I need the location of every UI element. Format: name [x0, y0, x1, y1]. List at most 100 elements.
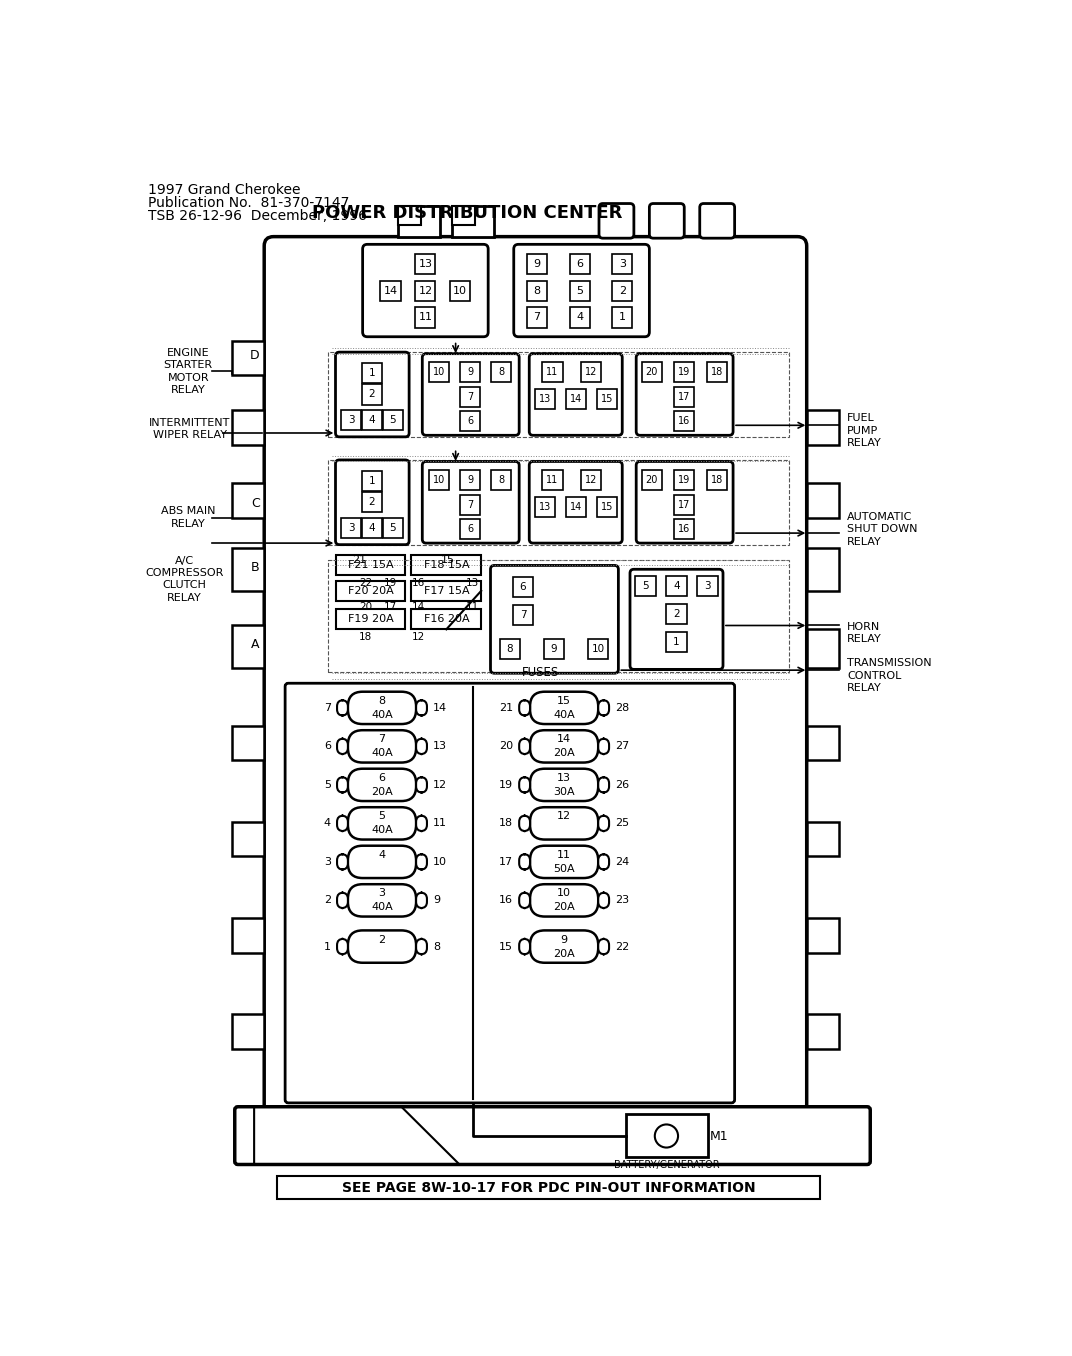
Text: 16: 16 — [498, 895, 513, 906]
Text: 10: 10 — [592, 644, 605, 654]
Text: 17: 17 — [679, 499, 690, 510]
Text: 6: 6 — [324, 742, 331, 751]
Text: 40A: 40A — [371, 749, 392, 758]
FancyBboxPatch shape — [416, 816, 427, 831]
Text: 15: 15 — [441, 555, 455, 565]
Text: 7: 7 — [467, 499, 474, 510]
Text: 12: 12 — [418, 286, 432, 296]
Bar — [807, 822, 839, 857]
FancyBboxPatch shape — [530, 354, 622, 435]
FancyBboxPatch shape — [348, 930, 416, 963]
Text: 4: 4 — [369, 522, 375, 533]
Text: 13: 13 — [557, 773, 571, 782]
Text: 14: 14 — [384, 286, 398, 296]
Text: 50A: 50A — [553, 864, 575, 873]
Text: 13: 13 — [433, 742, 447, 751]
FancyBboxPatch shape — [519, 777, 530, 792]
Bar — [383, 518, 403, 538]
Text: TRANSMISSION
CONTROL
RELAY: TRANSMISSION CONTROL RELAY — [847, 658, 932, 693]
Text: 15: 15 — [600, 395, 613, 404]
Bar — [626, 1115, 708, 1157]
Bar — [807, 483, 839, 518]
Bar — [581, 471, 601, 490]
Text: 5: 5 — [642, 582, 649, 591]
FancyBboxPatch shape — [530, 461, 622, 544]
FancyBboxPatch shape — [530, 692, 598, 724]
FancyBboxPatch shape — [416, 700, 427, 716]
FancyBboxPatch shape — [264, 237, 807, 1119]
Text: 5: 5 — [576, 286, 583, 296]
Text: 27: 27 — [615, 742, 629, 751]
Bar — [450, 281, 471, 301]
FancyBboxPatch shape — [348, 692, 416, 724]
Text: 6: 6 — [378, 773, 386, 782]
Text: 11: 11 — [418, 312, 432, 323]
Text: 17: 17 — [679, 392, 690, 401]
Bar — [460, 495, 480, 515]
Text: 2: 2 — [369, 389, 375, 400]
Text: 3: 3 — [347, 522, 355, 533]
Bar — [412, 609, 481, 629]
Bar — [415, 254, 435, 274]
Bar — [451, 206, 494, 237]
Text: 8: 8 — [433, 941, 441, 952]
Text: F20 20A: F20 20A — [347, 586, 393, 595]
Bar — [232, 725, 264, 761]
Text: 12: 12 — [433, 780, 447, 791]
Text: 11: 11 — [547, 367, 559, 377]
FancyBboxPatch shape — [362, 244, 488, 336]
Text: 1: 1 — [619, 312, 626, 323]
Bar — [597, 496, 616, 517]
FancyBboxPatch shape — [530, 807, 598, 839]
Text: F16 20A: F16 20A — [423, 614, 470, 624]
Text: 18: 18 — [711, 367, 723, 377]
Bar — [328, 560, 789, 671]
Bar — [362, 518, 382, 538]
Text: 6: 6 — [467, 525, 474, 534]
Bar — [612, 254, 632, 274]
Text: INTERMITTENT
WIPER RELAY: INTERMITTENT WIPER RELAY — [149, 418, 230, 441]
Text: 14: 14 — [557, 735, 571, 744]
Bar — [569, 308, 590, 328]
Text: 8: 8 — [534, 286, 540, 296]
Text: 24: 24 — [615, 857, 629, 866]
FancyBboxPatch shape — [700, 203, 734, 239]
Text: ENGINE
STARTER
MOTOR
RELAY: ENGINE STARTER MOTOR RELAY — [164, 347, 213, 395]
Text: 20: 20 — [645, 475, 658, 485]
Bar — [362, 410, 382, 430]
Text: 5: 5 — [378, 811, 386, 822]
Text: 40A: 40A — [371, 709, 392, 720]
Text: 20A: 20A — [371, 786, 392, 797]
FancyBboxPatch shape — [337, 816, 348, 831]
FancyBboxPatch shape — [530, 769, 598, 801]
Bar — [542, 362, 563, 382]
Text: 13: 13 — [418, 259, 432, 268]
Bar — [362, 363, 382, 382]
Text: 20: 20 — [498, 742, 513, 751]
Bar — [328, 460, 789, 545]
Text: POWER DISTRIBUTION CENTER: POWER DISTRIBUTION CENTER — [312, 205, 623, 222]
FancyBboxPatch shape — [519, 854, 530, 869]
Text: AUTOMATIC
SHUT DOWN
RELAY: AUTOMATIC SHUT DOWN RELAY — [847, 511, 918, 546]
FancyBboxPatch shape — [598, 700, 609, 716]
Text: 11: 11 — [547, 475, 559, 485]
Text: 12: 12 — [557, 811, 571, 822]
Bar — [667, 576, 686, 597]
FancyBboxPatch shape — [422, 461, 519, 544]
FancyBboxPatch shape — [598, 938, 609, 955]
Bar — [807, 918, 839, 953]
Text: 9: 9 — [467, 367, 474, 377]
Bar — [535, 389, 555, 410]
Bar — [383, 410, 403, 430]
Text: F19 20A: F19 20A — [347, 614, 393, 624]
Text: 19: 19 — [384, 578, 398, 589]
Bar — [569, 281, 590, 301]
Bar — [415, 308, 435, 328]
Bar — [460, 471, 480, 490]
Text: 19: 19 — [679, 367, 690, 377]
Bar — [398, 206, 420, 225]
Text: 13: 13 — [538, 395, 551, 404]
Bar — [642, 471, 661, 490]
Text: 30A: 30A — [553, 786, 575, 797]
Text: 7: 7 — [378, 735, 386, 744]
